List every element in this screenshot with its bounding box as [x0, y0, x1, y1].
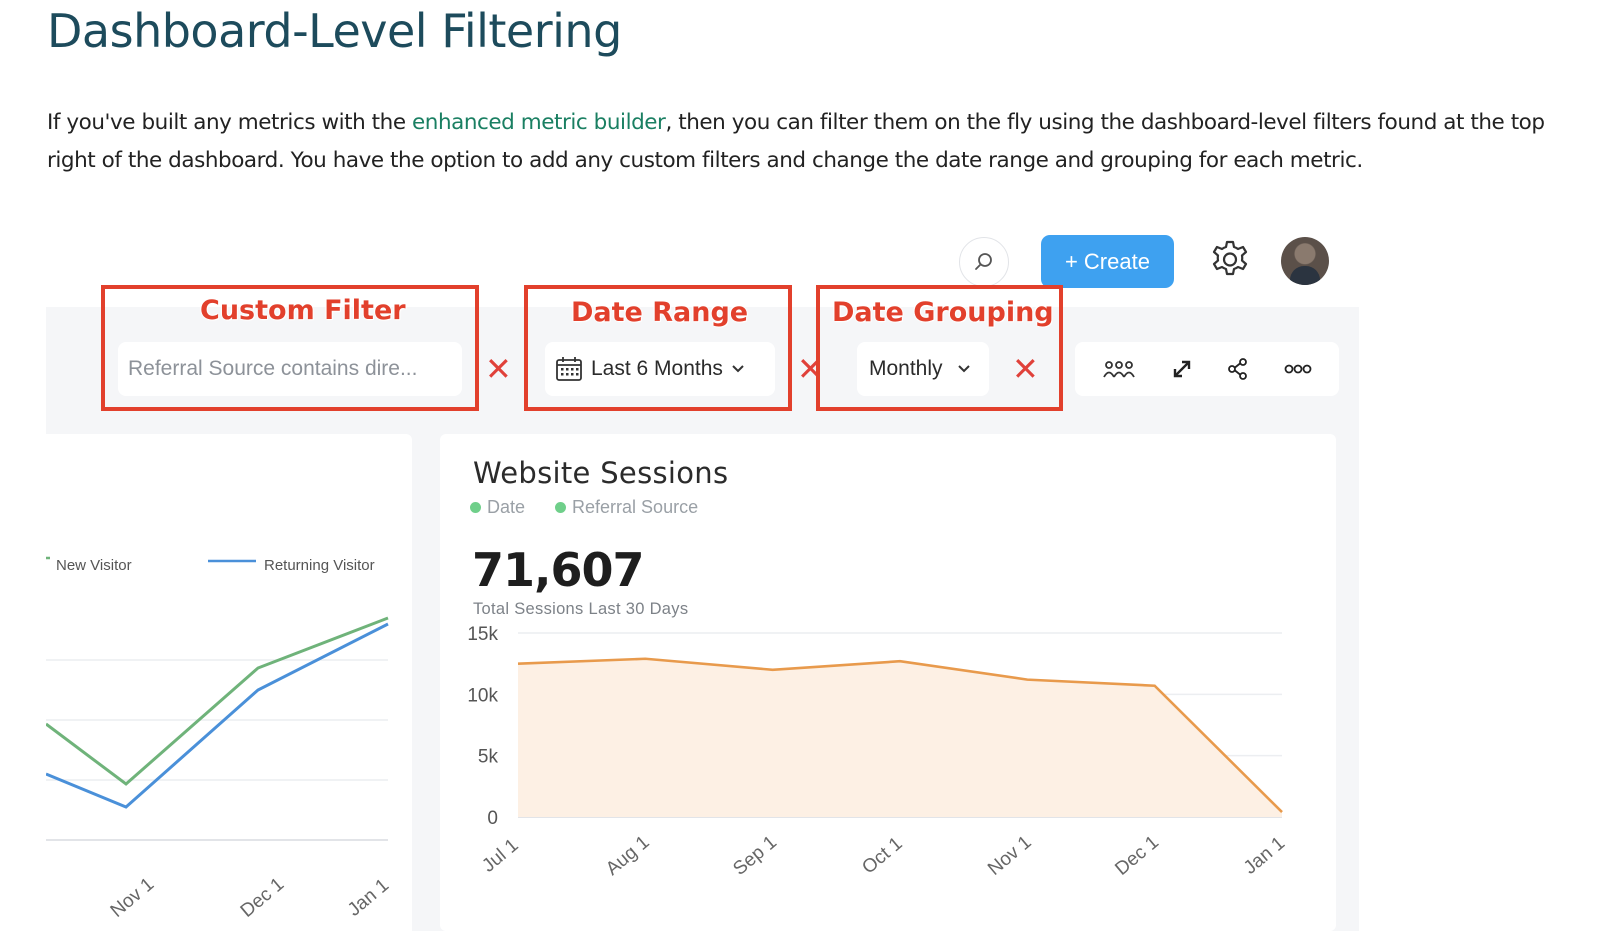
left-x-label-jan: Jan 1 — [344, 875, 393, 921]
gear-icon — [1212, 240, 1248, 276]
x-tick-label: Sep 1 — [729, 832, 781, 880]
date-range-annotation-label: Date Range — [571, 297, 749, 328]
sessions-area-fill — [518, 658, 1282, 817]
custom-filter-pill[interactable]: Referral Source contains dire... — [118, 342, 462, 396]
sessions-area-chart: 15k 10k 5k 0 Jul 1 Aug 1 Sep 1 Oct 1 Nov 1 Dec 1 J… — [467, 624, 1289, 880]
sessions-line — [517, 657, 1283, 814]
legend-label: Referral Source — [572, 497, 699, 517]
x-tick-label: Nov 1 — [984, 832, 1036, 880]
more-icon[interactable] — [1284, 363, 1312, 375]
group-icon[interactable] — [1102, 359, 1136, 379]
legend-item-referral: Referral Source — [555, 497, 698, 518]
share-icon[interactable] — [1227, 358, 1249, 380]
card-title: Website Sessions — [473, 456, 729, 490]
card-legend: Date Referral Source — [470, 497, 698, 518]
legend-label: Date — [487, 497, 526, 517]
page-title: Dashboard-Level Filtering — [47, 4, 622, 58]
y-tick-label: 15k — [467, 624, 498, 645]
total-sessions-caption: Total Sessions Last 30 Days — [473, 600, 689, 618]
x-tick-label: Jan 1 — [1240, 833, 1289, 879]
total-sessions-value: 71,607 — [472, 543, 645, 597]
intro-paragraph: If you've built any metrics with the enh… — [47, 104, 1587, 180]
create-button[interactable]: + Create — [1041, 235, 1174, 288]
left-x-label-nov: Nov 1 — [107, 874, 159, 922]
dashboard-tools — [1075, 342, 1339, 396]
custom-filter-annotation-label: Custom Filter — [200, 295, 406, 326]
create-button-label: Create — [1083, 248, 1150, 274]
returning-visitor-line — [46, 622, 389, 809]
x-tick-label: Oct 1 — [858, 833, 906, 878]
plus-icon: + — [1065, 248, 1078, 274]
chevron-down-icon — [957, 365, 970, 373]
custom-filter-value: Referral Source contains dire... — [128, 357, 418, 380]
chevron-down-icon — [732, 365, 744, 373]
date-grouping-annotation-box — [816, 285, 1063, 411]
x-tick-label: Aug 1 — [602, 832, 654, 880]
x-tick-label: Dec 1 — [1111, 832, 1163, 880]
date-range-value: Last 6 Months — [591, 357, 723, 380]
y-tick-label: 10k — [467, 685, 498, 706]
legend-dot — [555, 502, 567, 513]
left-legend-new: New Visitor — [56, 557, 132, 574]
left-legend-returning: Returning Visitor — [264, 557, 375, 574]
returning-visitor-legend-swatch — [208, 559, 256, 563]
new-visitor-legend-swatch — [46, 556, 50, 560]
legend-item-date: Date — [470, 497, 525, 518]
legend-dot — [470, 502, 481, 513]
intro-text-end: , then you can filter them on the fly us… — [47, 110, 1545, 173]
remove-date-grouping-button[interactable]: ✕ — [1012, 350, 1039, 388]
left-x-label-dec: Dec 1 — [237, 874, 289, 922]
y-tick-label: 5k — [478, 747, 499, 768]
settings-button[interactable] — [1207, 238, 1253, 284]
date-range-dropdown[interactable]: Last 6 Months — [545, 342, 775, 396]
expand-icon[interactable] — [1171, 358, 1193, 380]
remove-custom-filter-button[interactable]: ✕ — [485, 350, 512, 388]
enhanced-metric-builder-link[interactable]: enhanced metric builder — [411, 110, 666, 135]
calendar-icon — [556, 357, 582, 381]
intro-text-start: If you've built any metrics with the — [47, 110, 412, 135]
date-range-annotation-box — [524, 285, 792, 411]
date-grouping-value: Monthly — [869, 357, 943, 380]
search-icon — [975, 253, 992, 270]
y-tick-label: 0 — [487, 808, 498, 829]
date-grouping-dropdown[interactable]: Monthly — [857, 342, 989, 396]
visitor-line-chart: Nov 1 Dec 1 Jan 1 — [46, 616, 393, 922]
search-button[interactable] — [959, 237, 1009, 287]
visitor-chart-card — [46, 434, 412, 931]
new-visitor-line — [46, 616, 389, 786]
avatar[interactable] — [1281, 237, 1329, 285]
custom-filter-annotation-box — [101, 285, 479, 411]
date-grouping-annotation-label: Date Grouping — [832, 297, 1054, 328]
x-tick-label: Jul 1 — [478, 835, 522, 877]
